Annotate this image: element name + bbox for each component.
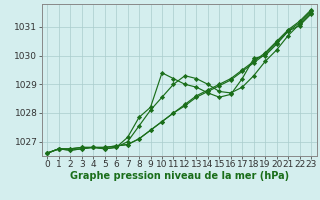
X-axis label: Graphe pression niveau de la mer (hPa): Graphe pression niveau de la mer (hPa) xyxy=(70,171,289,181)
